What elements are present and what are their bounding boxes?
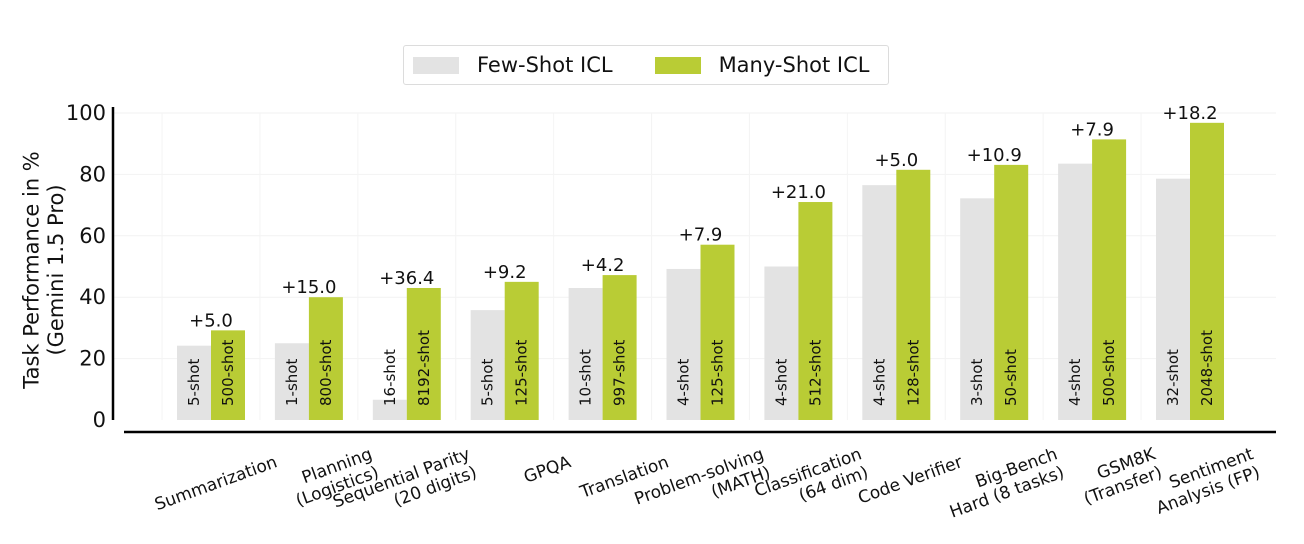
gain-label: +7.9	[679, 225, 723, 246]
bar-few-shot	[764, 266, 799, 420]
bar-few-shot	[372, 399, 407, 420]
bar-few-shot	[862, 185, 897, 420]
shot-label: 128-shot	[904, 339, 922, 406]
shot-label: 3-shot	[968, 359, 986, 406]
bar-many-shot	[504, 281, 539, 420]
shot-label: 10-shot	[577, 349, 595, 406]
category-label: Code Verifier	[855, 452, 965, 508]
category-label: GPQA	[521, 452, 574, 487]
gain-label: +9.2	[483, 262, 527, 283]
gain-label: +5.0	[874, 150, 918, 171]
y-tick-label: 60	[79, 224, 106, 248]
shot-label: 16-shot	[381, 349, 399, 406]
legend-item-many-shot: Many-Shot ICL	[654, 53, 870, 77]
category-label: Classification(64 dim)	[752, 444, 871, 520]
y-axis-label: Task Performance in %(Gemini 1.5 Pro)	[20, 151, 68, 390]
bar-many-shot	[406, 287, 441, 420]
gain-label: +7.9	[1070, 119, 1114, 140]
legend-label-few-shot: Few-Shot ICL	[477, 53, 613, 77]
bar-many-shot	[308, 297, 343, 420]
shot-label: 32-shot	[1164, 349, 1182, 406]
shot-label: 50-shot	[1002, 349, 1020, 406]
bar-many-shot	[700, 244, 735, 420]
bar-many-shot	[1190, 122, 1224, 420]
gain-label: +10.9	[967, 145, 1022, 166]
shot-label: 8192-shot	[415, 330, 433, 406]
shot-label: 5-shot	[479, 359, 497, 406]
y-tick-label: 80	[79, 162, 106, 186]
gain-label: +4.2	[581, 255, 625, 276]
bar-few-shot	[274, 343, 309, 420]
bar-many-shot	[798, 202, 833, 420]
legend: Few-Shot ICL Many-Shot ICL	[403, 45, 889, 85]
y-tick-label: 20	[79, 347, 106, 371]
gain-label: +5.0	[189, 310, 233, 331]
legend-item-few-shot: Few-Shot ICL	[413, 53, 613, 77]
bar-many-shot	[602, 275, 637, 420]
shot-label: 4-shot	[772, 359, 790, 406]
bar-few-shot	[177, 345, 211, 420]
shot-label: 512-shot	[806, 339, 824, 406]
shot-label: 125-shot	[709, 339, 727, 406]
shot-label: 4-shot	[1066, 359, 1084, 406]
shot-label: 5-shot	[185, 359, 203, 406]
bar-few-shot	[568, 287, 603, 420]
bar-many-shot	[994, 164, 1029, 420]
legend-swatch-few-shot	[413, 56, 459, 74]
bar-few-shot	[666, 268, 701, 420]
bar-few-shot	[1156, 178, 1190, 420]
bar-few-shot	[470, 310, 505, 420]
shot-label: 125-shot	[513, 339, 531, 406]
legend-label-many-shot: Many-Shot ICL	[718, 53, 870, 77]
shot-label: 800-shot	[317, 339, 335, 406]
gain-label: +36.4	[379, 268, 434, 289]
shot-label: 4-shot	[675, 359, 693, 406]
category-label: GSM8K(Transfer)	[1075, 444, 1166, 509]
shot-label: 1-shot	[283, 359, 301, 406]
gain-label: +15.0	[281, 277, 336, 298]
gain-label: +18.2	[1162, 103, 1217, 124]
y-tick-label: 40	[79, 285, 106, 309]
gain-label: +21.0	[771, 182, 826, 203]
shot-label: 500-shot	[219, 339, 237, 406]
y-tick-label: 100	[66, 101, 106, 125]
bar-many-shot	[896, 169, 931, 420]
bar-few-shot	[1058, 163, 1093, 420]
shot-label: 997-shot	[611, 339, 629, 406]
shot-label: 2048-shot	[1198, 330, 1216, 406]
y-tick-label: 0	[93, 408, 106, 432]
bar-many-shot	[211, 330, 245, 420]
shot-label: 4-shot	[870, 359, 888, 406]
category-label: Summarization	[152, 452, 280, 515]
shot-label: 500-shot	[1100, 339, 1118, 406]
bar-few-shot	[960, 198, 995, 420]
legend-swatch-many-shot	[654, 56, 701, 74]
bar-many-shot	[1092, 139, 1127, 421]
